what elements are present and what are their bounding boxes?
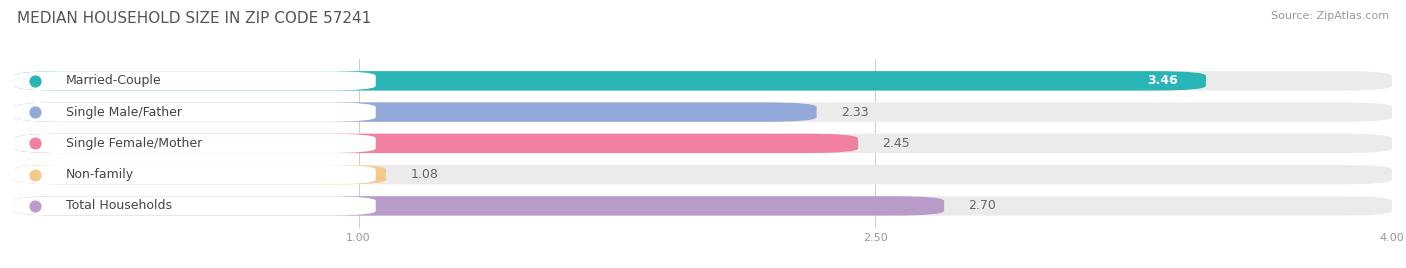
Text: Total Households: Total Households — [66, 199, 172, 213]
FancyBboxPatch shape — [14, 134, 375, 153]
Point — [24, 173, 46, 177]
Text: Non-family: Non-family — [66, 168, 134, 181]
Text: 2.33: 2.33 — [841, 106, 869, 119]
Text: Single Male/Father: Single Male/Father — [66, 106, 181, 119]
FancyBboxPatch shape — [14, 196, 945, 215]
Point — [24, 79, 46, 83]
Text: 2.45: 2.45 — [882, 137, 910, 150]
FancyBboxPatch shape — [14, 71, 1392, 91]
FancyBboxPatch shape — [14, 71, 375, 91]
FancyBboxPatch shape — [14, 165, 1392, 184]
FancyBboxPatch shape — [14, 134, 858, 153]
FancyBboxPatch shape — [14, 196, 1392, 215]
Text: 2.70: 2.70 — [969, 199, 995, 213]
Point — [24, 204, 46, 208]
Text: Married-Couple: Married-Couple — [66, 74, 162, 87]
Text: MEDIAN HOUSEHOLD SIZE IN ZIP CODE 57241: MEDIAN HOUSEHOLD SIZE IN ZIP CODE 57241 — [17, 11, 371, 26]
Text: 3.46: 3.46 — [1147, 74, 1178, 87]
FancyBboxPatch shape — [14, 102, 375, 122]
FancyBboxPatch shape — [14, 102, 817, 122]
Text: Single Female/Mother: Single Female/Mother — [66, 137, 202, 150]
Point — [24, 141, 46, 146]
FancyBboxPatch shape — [14, 71, 1206, 91]
FancyBboxPatch shape — [14, 102, 1392, 122]
FancyBboxPatch shape — [14, 165, 375, 184]
FancyBboxPatch shape — [14, 165, 387, 184]
FancyBboxPatch shape — [14, 134, 1392, 153]
Text: 1.08: 1.08 — [411, 168, 439, 181]
FancyBboxPatch shape — [14, 196, 375, 215]
Point — [24, 110, 46, 114]
Text: Source: ZipAtlas.com: Source: ZipAtlas.com — [1271, 11, 1389, 21]
